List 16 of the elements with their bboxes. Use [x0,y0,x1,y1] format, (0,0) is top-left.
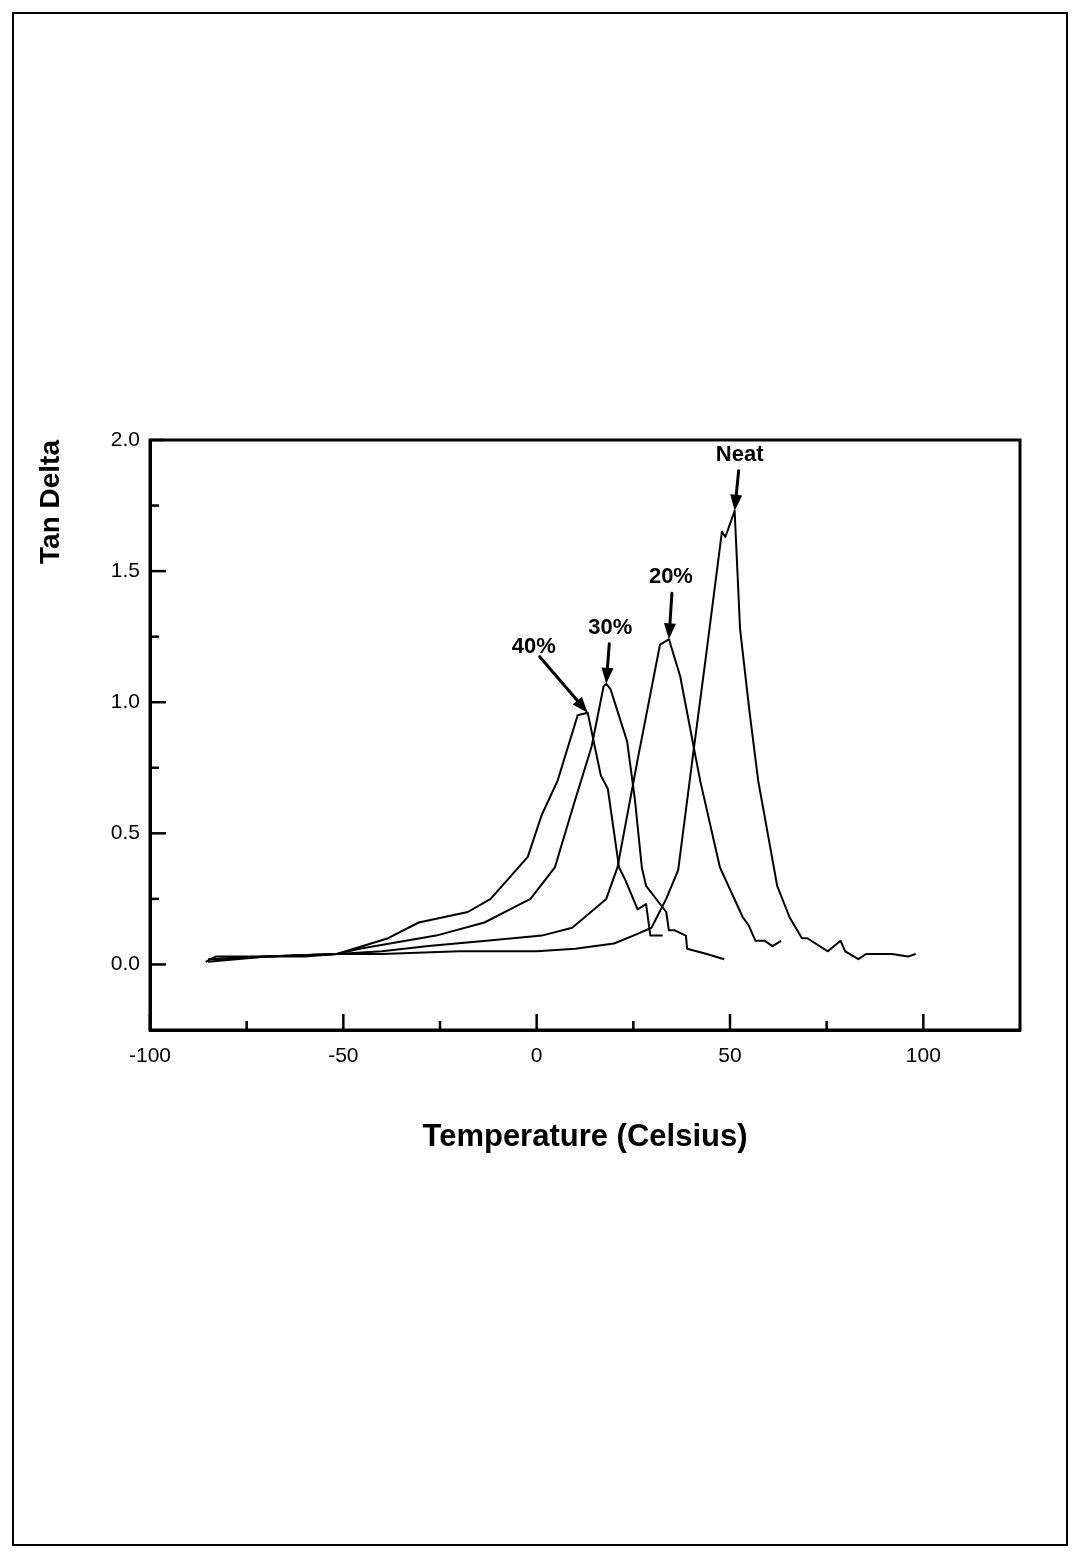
x-tick-label: 100 [905,1043,941,1067]
annotation: 30% [588,613,633,639]
x-axis-title: Temperature (Celsius) [422,1117,748,1153]
y-tick-label: 2.0 [110,426,140,450]
y-axis-title: Tan Delta [33,439,65,564]
y-tick-label: 1.0 [110,689,140,713]
x-tick-label: -50 [328,1043,359,1067]
x-tick-label: 0 [530,1043,543,1067]
annotation: 40% [511,632,556,658]
annotation: 20% [648,563,693,589]
y-tick-label: 1.5 [110,557,140,581]
y-tick-label: 0.5 [110,820,140,844]
annotation: Neat [715,440,765,466]
y-tick-label: 0.0 [110,951,140,975]
x-tick-label: -100 [128,1043,172,1067]
x-tick-label: 50 [718,1043,742,1067]
